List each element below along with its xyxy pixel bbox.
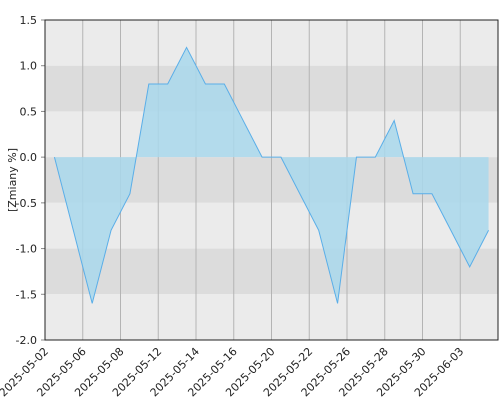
line xyxy=(53,46,490,304)
y-tick-label: -1.5 xyxy=(16,288,37,301)
y-tick-label: -2.0 xyxy=(16,334,37,347)
area xyxy=(54,47,489,304)
y-tick-label: 1.0 xyxy=(20,60,38,73)
plot-border xyxy=(44,19,499,341)
y-axis-label: [Zmiany %] xyxy=(6,148,19,212)
y-tick-label: 0.0 xyxy=(20,151,38,164)
y-tick-label: 0.5 xyxy=(20,105,38,118)
y-tick-label: 1.5 xyxy=(20,14,38,27)
y-tick-label: -1.0 xyxy=(16,243,37,256)
y-tick-label: -0.5 xyxy=(16,197,37,210)
